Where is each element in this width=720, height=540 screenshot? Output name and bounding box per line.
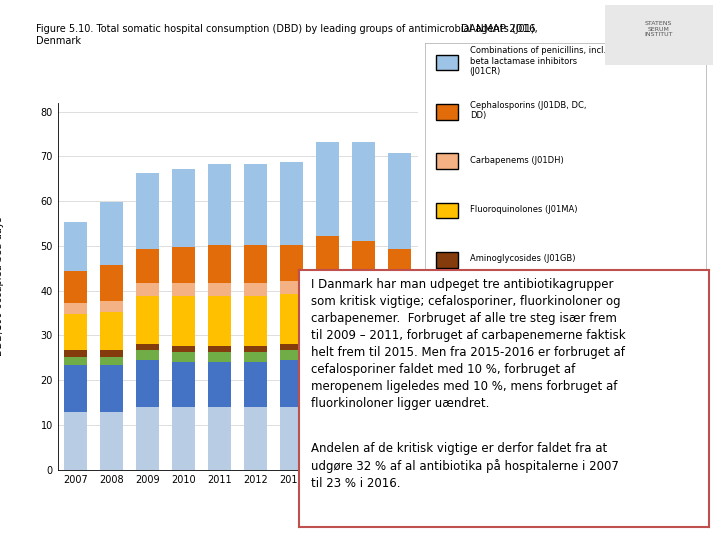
Bar: [64, 222, 87, 272]
Bar: [172, 407, 195, 470]
Bar: [352, 274, 375, 290]
Bar: [388, 153, 411, 249]
FancyBboxPatch shape: [436, 104, 459, 120]
Bar: [172, 283, 195, 296]
Text: Andelen af de kritisk vigtige er derfor faldet fra at
udgøre 32 % af al antibiot: Andelen af de kritisk vigtige er derfor …: [311, 442, 619, 490]
Bar: [388, 358, 411, 405]
Bar: [208, 245, 231, 283]
Bar: [244, 283, 267, 296]
Bar: [244, 164, 267, 245]
Text: DANMAP 2016: DANMAP 2016: [461, 24, 536, 35]
Bar: [316, 358, 339, 405]
Bar: [316, 274, 339, 290]
Bar: [64, 364, 87, 411]
Bar: [244, 407, 267, 470]
Bar: [100, 265, 123, 301]
Bar: [352, 339, 375, 346]
Bar: [244, 353, 267, 362]
Bar: [388, 405, 411, 470]
FancyBboxPatch shape: [436, 252, 459, 268]
Bar: [388, 249, 411, 281]
Bar: [100, 364, 123, 411]
Bar: [352, 356, 375, 403]
Bar: [352, 290, 375, 339]
Bar: [100, 301, 123, 312]
FancyBboxPatch shape: [436, 153, 459, 169]
Bar: [64, 350, 87, 356]
Bar: [208, 164, 231, 245]
Bar: [64, 272, 87, 303]
Bar: [172, 346, 195, 353]
Bar: [136, 350, 159, 360]
Bar: [208, 296, 231, 346]
Bar: [136, 173, 159, 249]
Text: Carbapenems (J01DH): Carbapenems (J01DH): [469, 156, 564, 165]
Bar: [316, 341, 339, 348]
Bar: [208, 346, 231, 353]
Bar: [208, 362, 231, 407]
Bar: [136, 407, 159, 470]
Bar: [316, 348, 339, 358]
Bar: [136, 249, 159, 283]
Bar: [64, 303, 87, 314]
Bar: [136, 343, 159, 350]
Bar: [136, 296, 159, 343]
Bar: [280, 407, 303, 470]
Text: Aminoglycosides (J01GB): Aminoglycosides (J01GB): [469, 254, 575, 263]
Bar: [388, 348, 411, 358]
Bar: [388, 281, 411, 294]
Bar: [136, 360, 159, 407]
Bar: [172, 296, 195, 346]
Bar: [208, 353, 231, 362]
Bar: [208, 407, 231, 470]
Bar: [172, 169, 195, 247]
Bar: [136, 283, 159, 296]
Bar: [280, 294, 303, 343]
Bar: [388, 341, 411, 348]
Bar: [100, 411, 123, 470]
Bar: [244, 362, 267, 407]
Bar: [172, 362, 195, 407]
Bar: [100, 202, 123, 265]
Bar: [280, 343, 303, 350]
Text: Combinations of penicillins, incl.
beta lactamase inhibitors
(J01CR): Combinations of penicillins, incl. beta …: [469, 46, 606, 76]
Bar: [244, 346, 267, 353]
Bar: [172, 247, 195, 283]
Bar: [244, 245, 267, 283]
Bar: [280, 360, 303, 407]
Bar: [244, 296, 267, 346]
Bar: [352, 142, 375, 240]
Bar: [172, 353, 195, 362]
Text: I Danmark har man udpeget tre antibiotikagrupper
som kritisk vigtige; cefalospor: I Danmark har man udpeget tre antibiotik…: [311, 278, 626, 410]
Bar: [316, 405, 339, 470]
Bar: [316, 290, 339, 341]
Bar: [280, 245, 303, 281]
FancyBboxPatch shape: [436, 202, 459, 218]
Text: Cephalosporins (J01DB, DC,
DD): Cephalosporins (J01DB, DC, DD): [469, 101, 586, 120]
Bar: [64, 356, 87, 365]
Y-axis label: DDD/100 occupied bed-days: DDD/100 occupied bed-days: [0, 217, 4, 356]
Bar: [280, 281, 303, 294]
Bar: [280, 162, 303, 245]
Bar: [64, 411, 87, 470]
Bar: [316, 236, 339, 274]
Bar: [316, 142, 339, 236]
FancyBboxPatch shape: [436, 55, 459, 70]
Bar: [352, 240, 375, 274]
Bar: [208, 283, 231, 296]
Bar: [388, 294, 411, 341]
Bar: [100, 312, 123, 350]
Bar: [100, 350, 123, 356]
Bar: [352, 403, 375, 470]
Text: Fluoroquinolones (J01MA): Fluoroquinolones (J01MA): [469, 205, 577, 214]
Bar: [100, 356, 123, 365]
Bar: [352, 346, 375, 356]
Bar: [64, 314, 87, 350]
Text: Figure 5.10. Total somatic hospital consumption (DBD) by leading groups of antim: Figure 5.10. Total somatic hospital cons…: [36, 24, 538, 46]
Bar: [280, 350, 303, 360]
Text: STATENS
SERUM
INSTITUT: STATENS SERUM INSTITUT: [644, 21, 673, 37]
